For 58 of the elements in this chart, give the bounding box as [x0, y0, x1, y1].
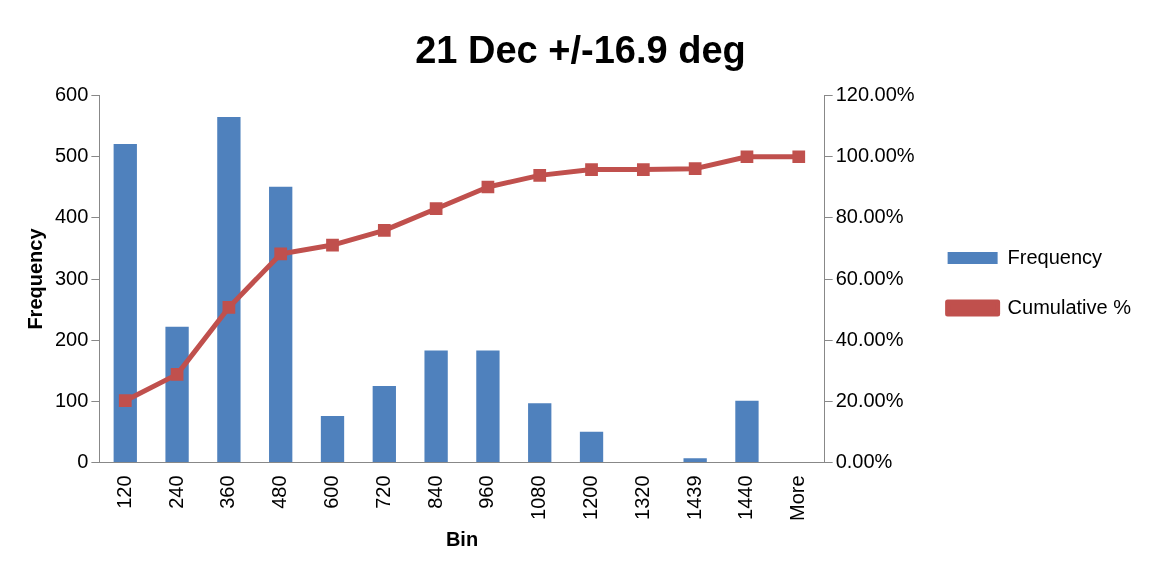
bar — [113, 143, 137, 462]
point — [377, 224, 391, 237]
y2-tick-label: 120.00% — [835, 83, 915, 106]
point — [740, 150, 754, 164]
point — [274, 247, 288, 261]
y-axis-title: Frequency — [23, 227, 46, 330]
point — [118, 394, 132, 408]
x-tick-label: 600 — [320, 475, 343, 509]
point — [326, 238, 339, 252]
point — [533, 169, 547, 182]
point — [688, 162, 702, 176]
bar — [579, 431, 604, 462]
point — [792, 150, 806, 164]
x-tick-label: More — [786, 475, 809, 522]
x-axis-title: Bin — [445, 527, 479, 550]
x-tick-label: 960 — [475, 475, 498, 509]
y2-tick-label: 0.00% — [835, 449, 893, 472]
bar — [320, 415, 345, 462]
point — [429, 202, 443, 216]
bar — [165, 326, 189, 462]
y2-tick-label: 80.00% — [835, 205, 904, 228]
x-tick-label: 1200 — [579, 475, 602, 520]
y-tick-label: 200 — [54, 327, 89, 350]
bar — [683, 458, 707, 462]
y2-tick-label: 60.00% — [835, 266, 904, 289]
chart-title: 21 Dec +/-16.9 deg — [415, 29, 746, 72]
x-tick-label: 1440 — [734, 475, 757, 520]
bar — [476, 350, 500, 462]
point — [170, 368, 184, 381]
y2-tick-label: 40.00% — [835, 327, 904, 350]
bar — [269, 186, 293, 462]
point — [636, 163, 650, 176]
y-tick-label: 500 — [54, 144, 89, 167]
x-tick-label: 1439 — [682, 475, 705, 520]
y-tick-label: 100 — [54, 388, 89, 411]
legend-label: Cumulative % — [1007, 295, 1132, 318]
y2-tick-label: 20.00% — [835, 388, 904, 411]
bar — [424, 350, 448, 462]
point — [222, 301, 236, 314]
y2-tick-label: 100.00% — [835, 144, 915, 167]
y-tick-label: 600 — [54, 83, 89, 106]
bar — [735, 400, 759, 462]
x-tick-label: 840 — [423, 475, 446, 509]
x-tick-label: 1320 — [630, 475, 653, 520]
y-tick-label: 300 — [54, 266, 89, 289]
x-tick-label: 120 — [112, 475, 135, 509]
bar — [528, 403, 552, 462]
x-tick-label: 360 — [216, 475, 239, 509]
y-tick-label: 0 — [77, 449, 89, 472]
bar — [217, 117, 241, 462]
x-tick-label: 480 — [268, 475, 291, 509]
x-tick-label: 720 — [371, 475, 394, 509]
legend-label: Frequency — [1007, 245, 1103, 268]
point — [585, 163, 598, 176]
bar — [372, 386, 396, 462]
x-tick-label: 240 — [164, 475, 187, 509]
y-tick-label: 400 — [54, 205, 89, 228]
x-tick-label: 1080 — [527, 475, 550, 520]
